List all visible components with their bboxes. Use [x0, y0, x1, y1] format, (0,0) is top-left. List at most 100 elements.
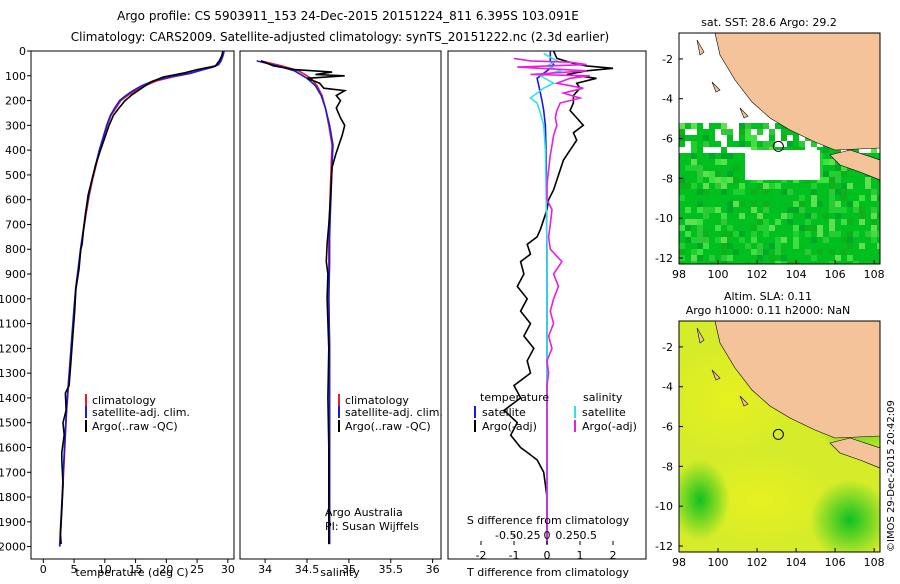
sst-pixel — [733, 243, 739, 249]
sst-pixel — [745, 129, 751, 135]
sst-pixel — [691, 249, 697, 255]
sst-pixel — [691, 147, 697, 153]
s-difference-tick-label: -0.25 — [512, 529, 540, 542]
sst-pixel — [757, 237, 763, 243]
sst-cloud-pixel — [775, 129, 781, 135]
sst-pixel — [781, 135, 787, 141]
sst-cloud-pixel — [739, 147, 745, 153]
sst-cloud-pixel — [763, 135, 769, 141]
sst-pixel — [829, 219, 835, 225]
sst-pixel — [739, 231, 745, 237]
sst-pixel — [745, 135, 751, 141]
depth-tick-label: 1600 — [0, 441, 26, 454]
s-difference-tick-label: 0.5 — [580, 529, 598, 542]
sst-pixel — [763, 189, 769, 195]
sst-pixel — [691, 255, 697, 261]
legend-temperature-heading: temperature — [480, 391, 549, 404]
sst-pixel — [871, 189, 877, 195]
sst-pixel — [739, 189, 745, 195]
title-line-2: Climatology: CARS2009. Satellite-adjuste… — [71, 30, 609, 44]
sst-cloud-pixel — [685, 141, 691, 147]
sst-pixel — [697, 255, 703, 261]
sst-cloud-pixel — [721, 141, 727, 147]
sst-pixel — [793, 237, 799, 243]
map-lon-tick-label: 108 — [864, 268, 885, 281]
sst-pixel — [841, 219, 847, 225]
sst-pixel — [859, 213, 865, 219]
sst-pixel — [745, 123, 751, 129]
sst-pixel — [823, 147, 829, 153]
sst-pixel — [775, 183, 781, 189]
sst-pixel — [685, 219, 691, 225]
sst-pixel — [805, 225, 811, 231]
sst-pixel — [727, 213, 733, 219]
sst-pixel — [727, 261, 733, 264]
sst-pixel — [835, 177, 841, 183]
sst-pixel — [787, 141, 793, 147]
sst-pixel — [733, 165, 739, 171]
sst-pixel — [877, 213, 880, 219]
sst-pixel — [829, 213, 835, 219]
sla-map-title-2: Argo h1000: 0.11 h2000: NaN — [686, 304, 851, 317]
sst-pixel — [781, 255, 787, 261]
sst-pixel — [679, 129, 685, 135]
s-difference-tick-label: -0.5 — [495, 529, 516, 542]
sst-pixel — [739, 129, 745, 135]
sst-pixel — [685, 225, 691, 231]
sst-pixel — [829, 195, 835, 201]
sst-pixel — [805, 219, 811, 225]
sst-pixel — [877, 177, 880, 183]
sst-pixel — [709, 207, 715, 213]
map-lon-tick-label: 102 — [747, 556, 768, 569]
temperature-tick-label: 5 — [71, 563, 78, 576]
sst-pixel — [781, 213, 787, 219]
sst-cloud-pixel — [733, 129, 739, 135]
depth-tick-label: 0 — [19, 45, 26, 58]
sst-pixel — [835, 189, 841, 195]
sst-pixel — [679, 201, 685, 207]
temperature-tick-label: 15 — [129, 563, 143, 576]
sst-pixel — [721, 189, 727, 195]
map-lon-tick-label: 98 — [672, 268, 686, 281]
legend-s-sat-label: satellite — [582, 406, 626, 419]
sst-pixel — [847, 201, 853, 207]
series-line-temperature-argo-adj- — [502, 50, 614, 545]
sst-pixel — [691, 141, 697, 147]
sst-pixel — [829, 255, 835, 261]
sst-pixel — [763, 225, 769, 231]
sst-pixel — [799, 141, 805, 147]
sst-pixel — [823, 207, 829, 213]
sst-pixel — [697, 189, 703, 195]
depth-tick-label: 100 — [5, 70, 26, 83]
sst-pixel — [709, 171, 715, 177]
sst-pixel — [787, 231, 793, 237]
sst-pixel — [823, 189, 829, 195]
sst-pixel — [829, 183, 835, 189]
sst-pixel — [769, 129, 775, 135]
sst-pixel — [703, 171, 709, 177]
sst-pixel — [859, 219, 865, 225]
map-lon-tick-label: 102 — [747, 268, 768, 281]
sst-pixel — [841, 249, 847, 255]
sst-pixel — [721, 153, 727, 159]
sst-pixel — [721, 123, 727, 129]
sst-pixel — [811, 189, 817, 195]
legend-s-argo-label: Argo(-adj) — [582, 420, 637, 433]
sst-pixel — [679, 123, 685, 129]
sst-pixel — [793, 243, 799, 249]
salinity-tick-label: 35.5 — [379, 563, 404, 576]
sst-pixel — [769, 255, 775, 261]
temperature-tick-label: 0 — [40, 563, 47, 576]
sst-pixel — [679, 249, 685, 255]
float-marker — [772, 140, 784, 152]
sst-pixel — [703, 237, 709, 243]
depth-tick-label: 1900 — [0, 516, 26, 529]
sst-pixel — [685, 165, 691, 171]
sst-cloud-pixel — [733, 147, 739, 153]
sst-pixel — [859, 195, 865, 201]
sst-pixel — [751, 231, 757, 237]
sst-cloud-pixel — [751, 129, 757, 135]
series-line-climatology — [260, 60, 333, 545]
sst-pixel — [871, 231, 877, 237]
